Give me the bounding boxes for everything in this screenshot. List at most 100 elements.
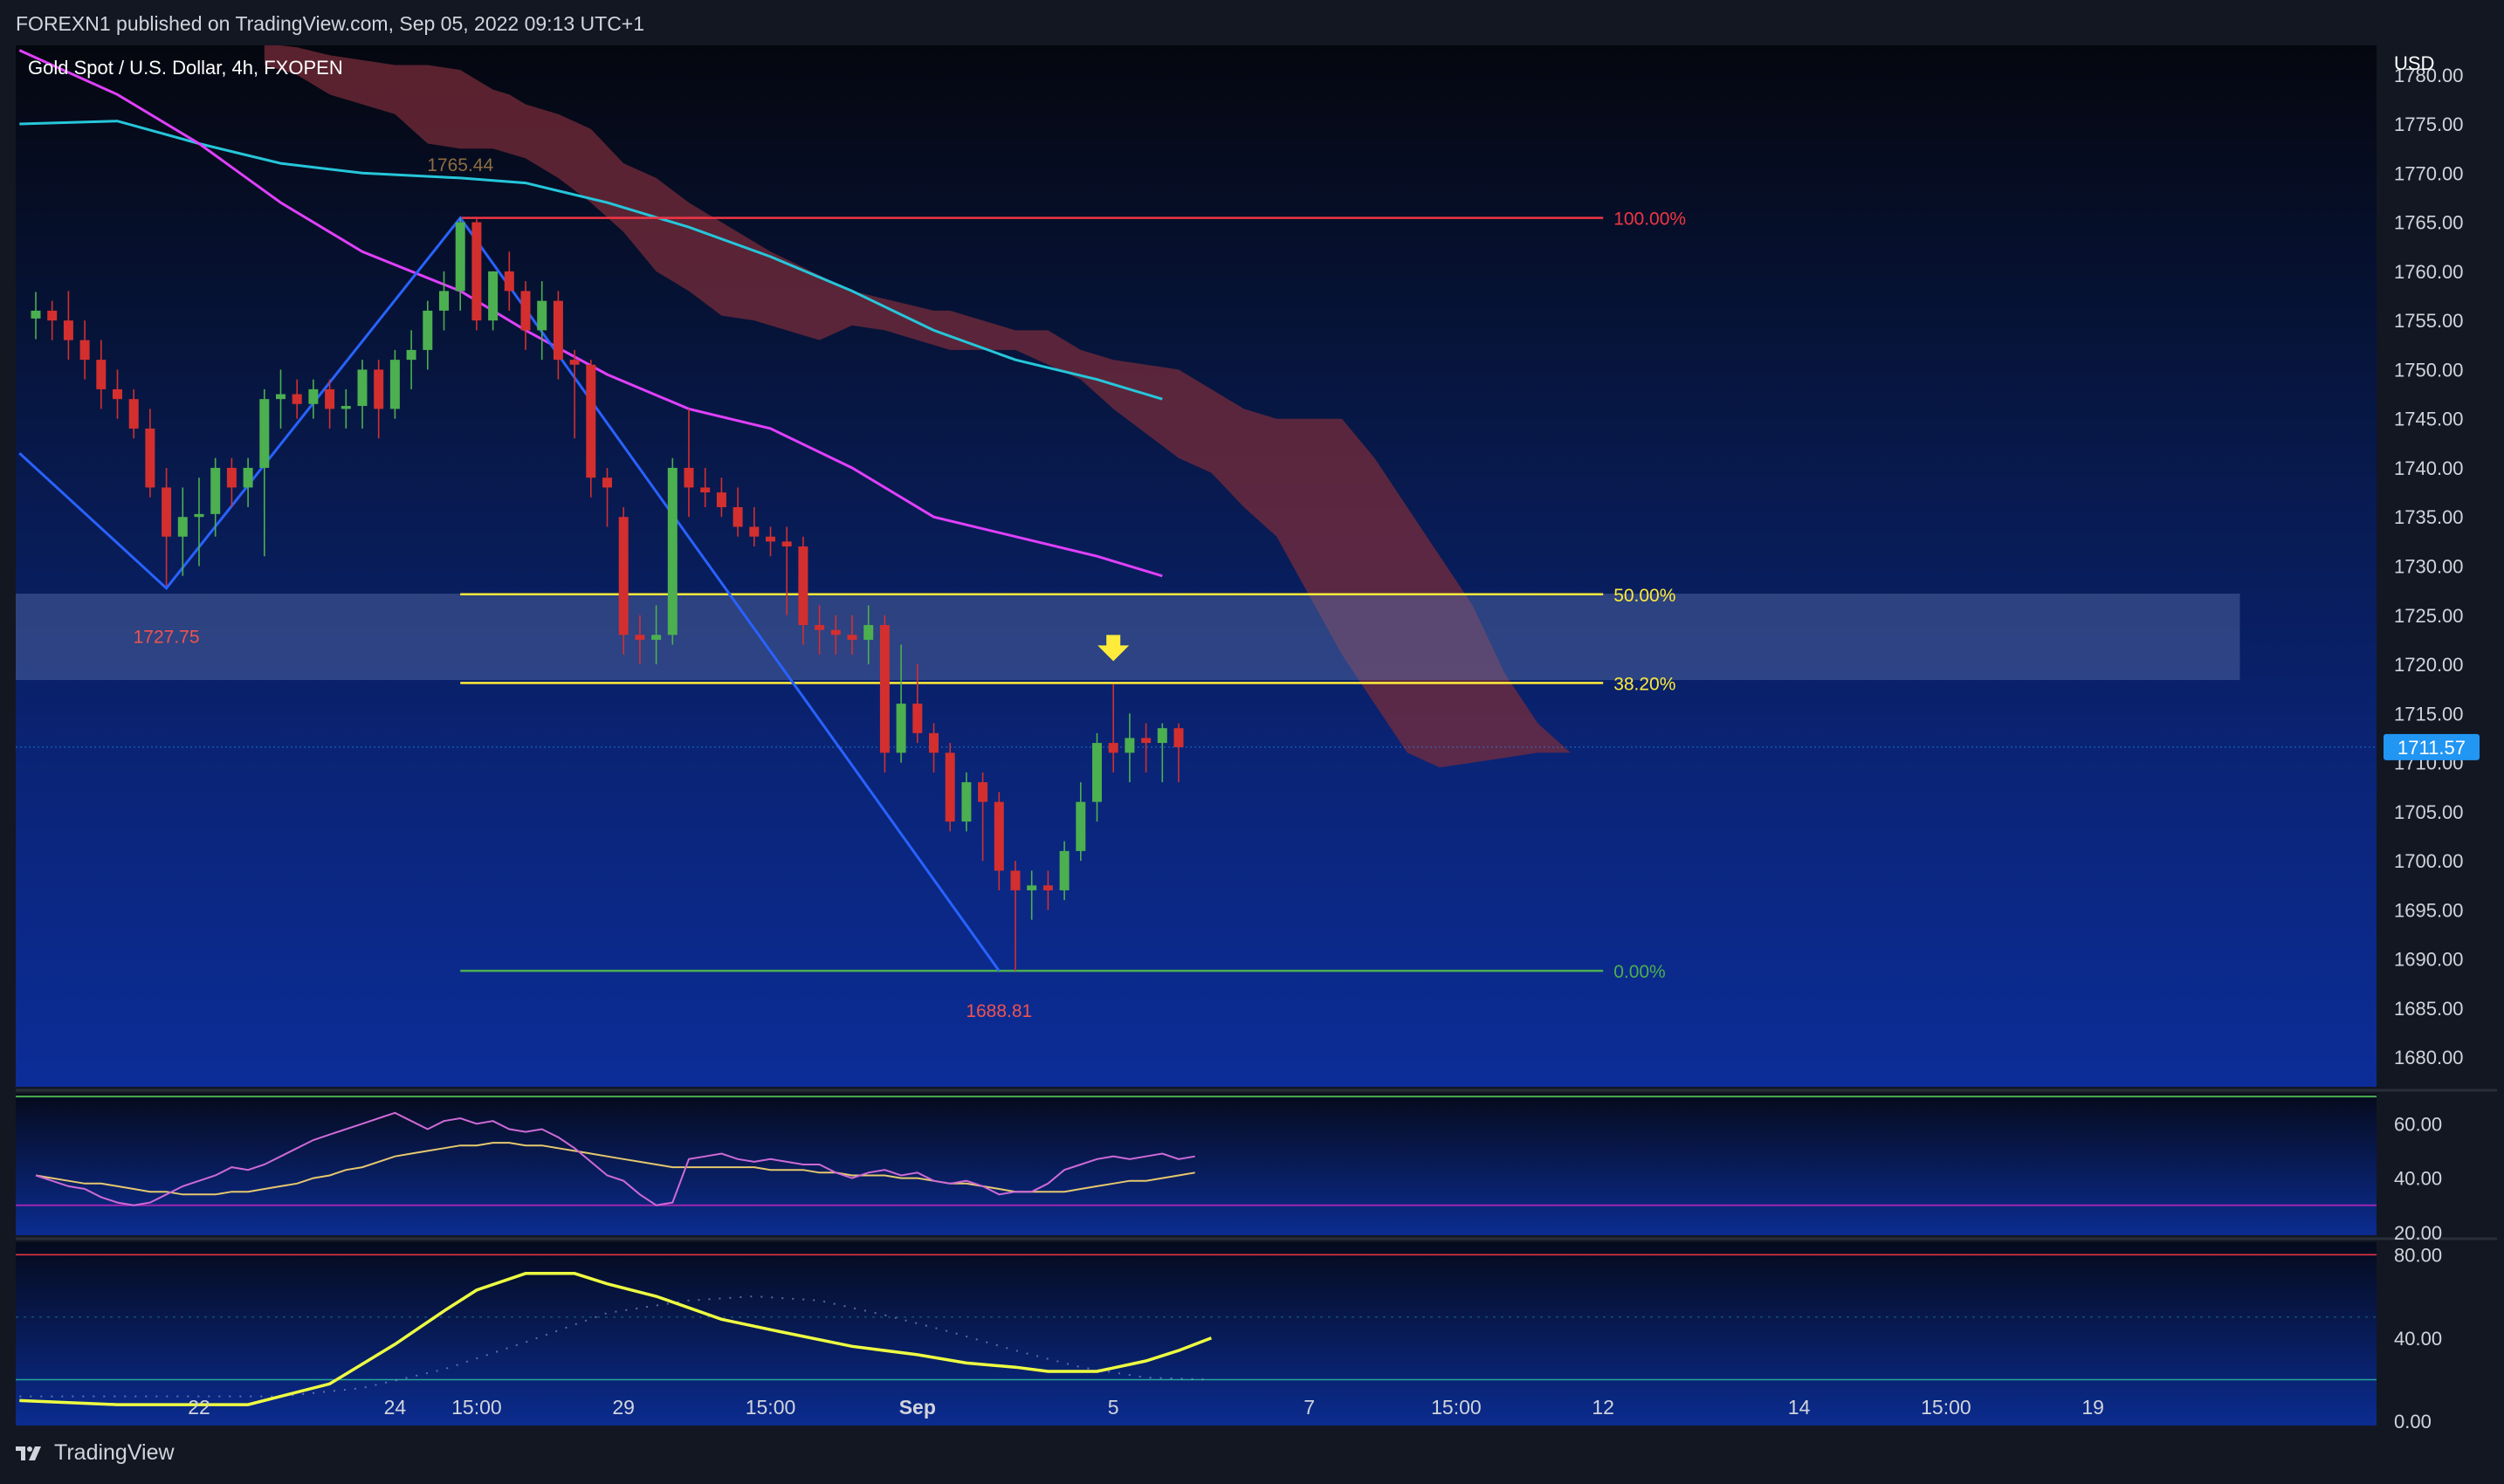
- time-axis-tick: 14: [1788, 1396, 1811, 1419]
- candle-body: [1042, 885, 1053, 890]
- price-axis-tick: 1720.00: [2394, 654, 2464, 676]
- candle[interactable]: [766, 526, 775, 557]
- candle[interactable]: [1092, 732, 1102, 822]
- candle[interactable]: [569, 349, 580, 439]
- candle[interactable]: [226, 457, 237, 507]
- fib-level-label: 0.00%: [1613, 962, 1666, 982]
- candle[interactable]: [879, 615, 890, 773]
- candle[interactable]: [684, 409, 694, 518]
- candle[interactable]: [488, 271, 499, 331]
- candle[interactable]: [994, 792, 1004, 890]
- candle[interactable]: [700, 467, 711, 507]
- candle[interactable]: [276, 369, 285, 429]
- candle[interactable]: [455, 218, 465, 311]
- candle[interactable]: [243, 457, 253, 507]
- candle[interactable]: [651, 605, 662, 665]
- candle[interactable]: [259, 388, 270, 557]
- candle[interactable]: [128, 388, 139, 439]
- candle[interactable]: [1059, 841, 1070, 901]
- candle[interactable]: [635, 615, 645, 665]
- candle[interactable]: [210, 457, 221, 537]
- candle[interactable]: [847, 615, 857, 655]
- candle[interactable]: [929, 723, 939, 773]
- candle-body: [945, 752, 955, 822]
- candle[interactable]: [667, 457, 678, 645]
- candle-body: [749, 526, 760, 537]
- candle[interactable]: [308, 379, 319, 419]
- tradingview-logo-icon: [16, 1446, 41, 1460]
- fib-level-label: 50.00%: [1613, 586, 1675, 606]
- candle[interactable]: [1076, 782, 1086, 862]
- candle[interactable]: [504, 251, 514, 311]
- candle[interactable]: [961, 772, 972, 832]
- price-axis-tick: 1745.00: [2394, 409, 2464, 430]
- candle[interactable]: [1157, 723, 1167, 783]
- candle[interactable]: [145, 409, 155, 498]
- candle[interactable]: [978, 772, 988, 862]
- candle[interactable]: [47, 300, 58, 340]
- candle-body: [389, 360, 400, 409]
- candle-body: [994, 801, 1004, 871]
- candle-body: [618, 517, 629, 636]
- candle[interactable]: [471, 218, 482, 331]
- candle[interactable]: [1173, 723, 1184, 783]
- candle[interactable]: [602, 467, 612, 527]
- candle[interactable]: [896, 644, 906, 763]
- candle[interactable]: [325, 379, 335, 429]
- candle-body: [259, 399, 270, 468]
- stoch-axis-tick: 0.00: [2394, 1411, 2432, 1432]
- candle[interactable]: [389, 349, 400, 419]
- main-pane-bg: [16, 45, 2377, 1087]
- candle[interactable]: [830, 615, 841, 655]
- candle[interactable]: [733, 487, 743, 537]
- candle[interactable]: [194, 477, 204, 567]
- candle[interactable]: [553, 291, 563, 380]
- candle[interactable]: [1125, 713, 1135, 783]
- price-axis-tick: 1725.00: [2394, 605, 2464, 627]
- candle[interactable]: [423, 300, 433, 370]
- candle[interactable]: [31, 292, 41, 340]
- candle[interactable]: [537, 281, 547, 361]
- candle[interactable]: [749, 506, 760, 546]
- candle[interactable]: [863, 605, 874, 665]
- candle[interactable]: [439, 271, 449, 331]
- candle[interactable]: [96, 340, 107, 409]
- candle[interactable]: [406, 330, 416, 389]
- candle[interactable]: [520, 281, 531, 350]
- pivot-label: 1765.44: [427, 155, 493, 175]
- candle[interactable]: [945, 743, 955, 832]
- candle-body: [1125, 738, 1135, 753]
- candle[interactable]: [162, 467, 172, 587]
- candle[interactable]: [912, 664, 923, 744]
- candle[interactable]: [357, 360, 368, 429]
- candle-body: [63, 320, 73, 340]
- candle[interactable]: [292, 379, 302, 419]
- candle[interactable]: [815, 605, 825, 655]
- candle[interactable]: [716, 477, 726, 518]
- candle-body: [798, 546, 808, 626]
- candle[interactable]: [341, 388, 351, 429]
- candle[interactable]: [374, 360, 384, 439]
- tradingview-logo[interactable]: TradingView: [16, 1440, 175, 1466]
- candle-body: [145, 428, 155, 488]
- candle[interactable]: [63, 291, 73, 361]
- candle[interactable]: [177, 487, 188, 576]
- candle[interactable]: [1108, 684, 1118, 773]
- candle[interactable]: [586, 360, 596, 498]
- candle[interactable]: [1141, 723, 1152, 773]
- candle[interactable]: [79, 320, 90, 380]
- candle-body: [292, 394, 302, 404]
- candle[interactable]: [618, 506, 629, 655]
- candle[interactable]: [781, 526, 792, 615]
- stoch-axis-tick: 40.00: [2394, 1328, 2442, 1350]
- candle-body: [47, 310, 58, 321]
- candle[interactable]: [798, 536, 808, 645]
- candle-body: [1010, 870, 1021, 890]
- candle[interactable]: [113, 369, 122, 419]
- candle-body: [684, 467, 694, 488]
- candle[interactable]: [1027, 870, 1037, 920]
- candle[interactable]: [1042, 870, 1053, 910]
- candle-body: [912, 704, 923, 733]
- candle[interactable]: [1010, 861, 1021, 972]
